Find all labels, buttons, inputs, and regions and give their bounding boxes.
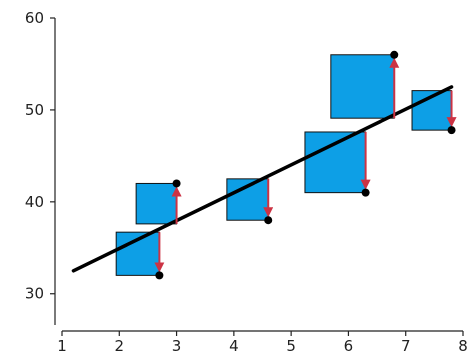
regression-line-layer bbox=[71, 85, 454, 273]
residual-square-2 bbox=[135, 182, 178, 225]
residual-square-5 bbox=[330, 54, 395, 119]
x-tick-label-8: 8 bbox=[458, 337, 468, 352]
residual-square-4 bbox=[304, 131, 367, 194]
data-point-5 bbox=[390, 50, 399, 59]
y-tick-label-60: 60 bbox=[25, 9, 44, 27]
y-tick-label-50: 50 bbox=[25, 101, 44, 119]
residual-arrows bbox=[154, 57, 457, 273]
data-point-1 bbox=[155, 271, 164, 280]
x-tick-label-1: 1 bbox=[57, 337, 67, 352]
data-point-3 bbox=[264, 216, 273, 225]
data-point-6 bbox=[447, 126, 456, 135]
x-tick-label-4: 4 bbox=[229, 337, 239, 352]
x-tick-label-3: 3 bbox=[172, 337, 182, 352]
axes: 30 40 50 60 1 2 3 4 5 6 7 8 bbox=[25, 9, 468, 352]
y-tick-label-30: 30 bbox=[25, 285, 44, 303]
x-tick-label-2: 2 bbox=[115, 337, 125, 352]
data-point-4 bbox=[361, 188, 370, 197]
data-point-2 bbox=[172, 179, 181, 188]
x-tick-label-5: 5 bbox=[286, 337, 296, 352]
x-tick-label-6: 6 bbox=[344, 337, 354, 352]
regression-line bbox=[71, 85, 454, 273]
y-tick-label-40: 40 bbox=[25, 193, 44, 211]
data-points bbox=[155, 50, 456, 280]
x-tick-label-7: 7 bbox=[401, 337, 411, 352]
residual-squares bbox=[115, 54, 453, 276]
